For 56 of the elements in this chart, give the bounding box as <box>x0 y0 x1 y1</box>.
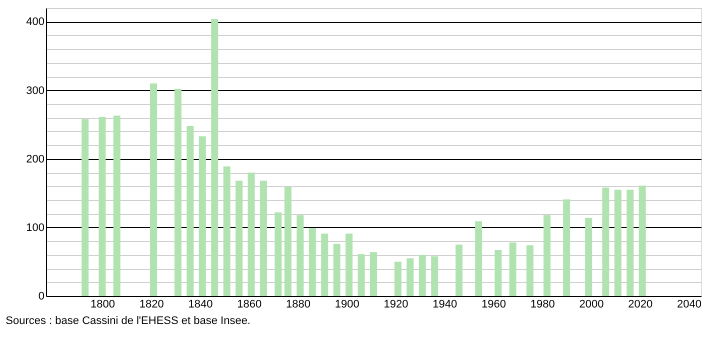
x-tick-label: 1800 <box>90 298 115 310</box>
x-tick-label: 1900 <box>334 298 360 310</box>
bar <box>248 172 255 296</box>
y-tick-label: 0 <box>38 290 44 302</box>
y-tick-label: 100 <box>26 222 44 234</box>
bar <box>274 212 282 296</box>
bar <box>418 254 426 296</box>
bar <box>370 252 377 296</box>
x-tick-label: 1980 <box>530 298 555 310</box>
bar <box>82 119 89 296</box>
bar <box>150 83 158 296</box>
y-tick-label: 300 <box>26 84 44 97</box>
x-tick-label: 2040 <box>677 298 702 310</box>
x-tick-label: 2000 <box>579 298 604 310</box>
x-tick-label: 1920 <box>384 298 408 310</box>
x-tick-label: 1960 <box>482 298 506 310</box>
bar <box>544 215 551 296</box>
x-tick-label: 1880 <box>286 298 310 310</box>
x-tick-label: 1820 <box>139 298 164 310</box>
bar <box>638 186 646 296</box>
bar <box>602 188 610 296</box>
bar <box>236 180 243 296</box>
bar <box>308 228 316 296</box>
bar <box>494 250 502 296</box>
bar <box>509 242 516 296</box>
x-tick-label: 1840 <box>188 298 213 310</box>
bar <box>614 190 622 296</box>
bar <box>585 218 592 296</box>
bar <box>223 166 230 296</box>
bar <box>211 18 218 296</box>
bar <box>333 244 340 296</box>
bar <box>186 126 194 296</box>
bar <box>98 117 106 296</box>
bar <box>475 221 482 296</box>
bar <box>394 262 402 296</box>
x-tick-label: 1940 <box>432 298 458 310</box>
bar <box>198 136 206 296</box>
bar <box>526 245 534 296</box>
y-tick-label: 400 <box>26 16 44 28</box>
bar <box>174 88 182 296</box>
bar <box>626 190 634 296</box>
bar <box>260 180 268 296</box>
y-tick-label: 200 <box>26 153 44 166</box>
bar <box>456 244 463 296</box>
bar <box>563 199 570 296</box>
bar <box>406 258 414 296</box>
x-tick-label: 1860 <box>237 298 262 310</box>
bar <box>284 186 292 296</box>
bar <box>113 116 120 296</box>
bar <box>296 215 304 296</box>
bar <box>358 254 365 296</box>
bar <box>431 256 438 296</box>
bar <box>321 234 328 296</box>
x-tick-label: 2020 <box>628 298 653 310</box>
source-note: Sources : base Cassini de l'EHESS et base Insee. <box>6 315 250 327</box>
bar <box>346 234 353 296</box>
